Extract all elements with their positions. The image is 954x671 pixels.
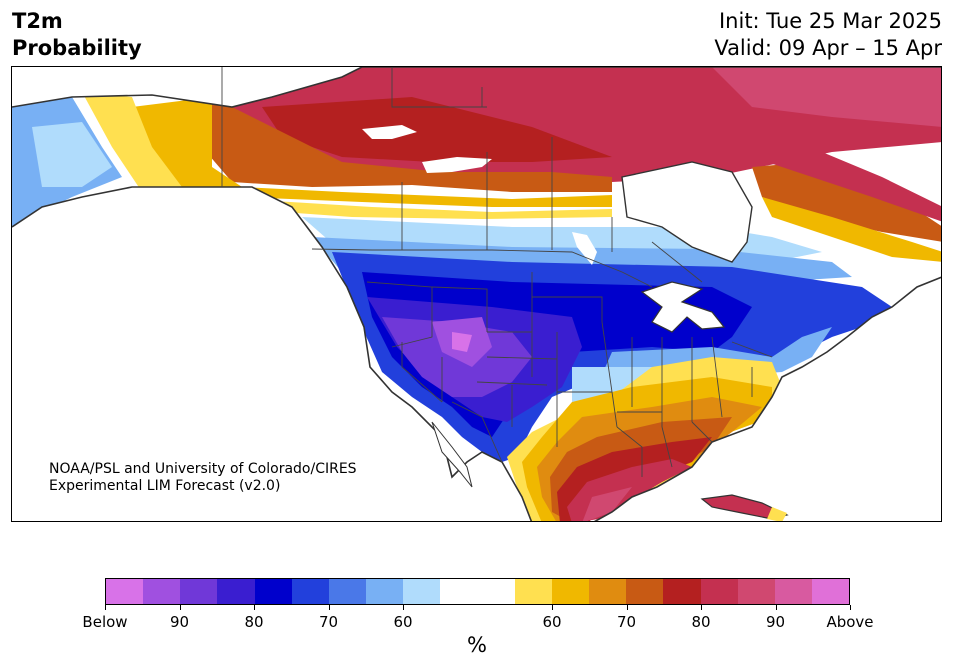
coastline bbox=[12, 67, 941, 521]
colorbar-tick-label: 80 bbox=[244, 613, 264, 631]
colorbar-tick-label: 90 bbox=[169, 613, 190, 631]
colorbar-segment bbox=[143, 579, 181, 604]
colorbar-segment bbox=[477, 579, 515, 604]
colorbar-segment bbox=[589, 579, 627, 604]
map-title: T2m Probability bbox=[12, 8, 142, 62]
colorbar-tick-mark bbox=[105, 605, 106, 610]
valid-date: Valid: 09 Apr – 15 Apr bbox=[714, 36, 942, 60]
colorbar-segment bbox=[626, 579, 664, 604]
colorbar-unit: % bbox=[467, 633, 487, 657]
forecast-dates: Init: Tue 25 Mar 2025 Valid: 09 Apr – 15… bbox=[714, 8, 942, 62]
colorbar bbox=[105, 578, 850, 605]
probability-shading bbox=[12, 67, 941, 521]
probability-map bbox=[11, 66, 942, 522]
colorbar-tick-mark bbox=[850, 605, 851, 610]
boundaries bbox=[221, 67, 773, 477]
colorbar-segment bbox=[514, 579, 552, 604]
colorbar-tick-mark bbox=[552, 605, 553, 610]
great-lakes bbox=[640, 281, 726, 333]
colorbar-ticks: Below 90 80 70 60 60 70 80 90 Above bbox=[0, 605, 954, 635]
colorbar-segment bbox=[551, 579, 590, 604]
colorbar-segment bbox=[774, 579, 812, 604]
map-canvas bbox=[12, 67, 941, 521]
colorbar-segment bbox=[254, 579, 292, 604]
colorbar-segment bbox=[217, 579, 255, 604]
colorbar-tick-label: 60 bbox=[542, 613, 562, 631]
colorbar-tick-mark bbox=[179, 605, 181, 610]
colorbar-segment bbox=[663, 579, 701, 604]
colorbar-tick-label: Above bbox=[826, 613, 874, 631]
colorbar-tick-label: 70 bbox=[616, 613, 637, 631]
colorbar-tick-label: 70 bbox=[318, 613, 339, 631]
colorbar-tick-mark bbox=[626, 605, 628, 610]
colorbar-segment bbox=[106, 579, 144, 604]
colorbar-tick-mark bbox=[775, 605, 777, 610]
colorbar-tick-label: Below bbox=[82, 613, 128, 631]
credit-line-1: NOAA/PSL and University of Colorado/CIRE… bbox=[49, 461, 357, 477]
great-slave-lake bbox=[422, 157, 492, 173]
colorbar-segment bbox=[403, 579, 441, 604]
colorbar-segment bbox=[328, 579, 367, 604]
colorbar-tick-label: 60 bbox=[393, 613, 413, 631]
hudson-bay bbox=[621, 161, 753, 263]
colorbar-segment bbox=[737, 579, 775, 604]
colorbar-tick-label: 80 bbox=[691, 613, 711, 631]
colorbar-segment bbox=[440, 579, 478, 604]
hispaniola bbox=[767, 507, 787, 521]
colorbar-tick-mark bbox=[403, 605, 404, 610]
credit-line-2: Experimental LIM Forecast (v2.0) bbox=[49, 478, 281, 494]
colorbar-tick-mark bbox=[328, 605, 330, 610]
colorbar-segment bbox=[811, 579, 850, 604]
colorbar-segment bbox=[366, 579, 404, 604]
colorbar-tick-mark bbox=[254, 605, 255, 610]
variable-label: T2m bbox=[12, 9, 63, 33]
init-date: Init: Tue 25 Mar 2025 bbox=[718, 9, 942, 33]
colorbar-tick-label: 90 bbox=[765, 613, 786, 631]
gulf-of-california bbox=[431, 421, 473, 488]
colorbar-tick-mark bbox=[701, 605, 702, 610]
colorbar-segment bbox=[291, 579, 329, 604]
product-label: Probability bbox=[12, 36, 142, 60]
colorbar-segment bbox=[700, 579, 738, 604]
credit-text: NOAA/PSL and University of Colorado/CIRE… bbox=[49, 461, 357, 495]
colorbar-segment bbox=[180, 579, 218, 604]
lake-winnipeg bbox=[572, 232, 597, 265]
great-bear-lake bbox=[362, 125, 417, 139]
